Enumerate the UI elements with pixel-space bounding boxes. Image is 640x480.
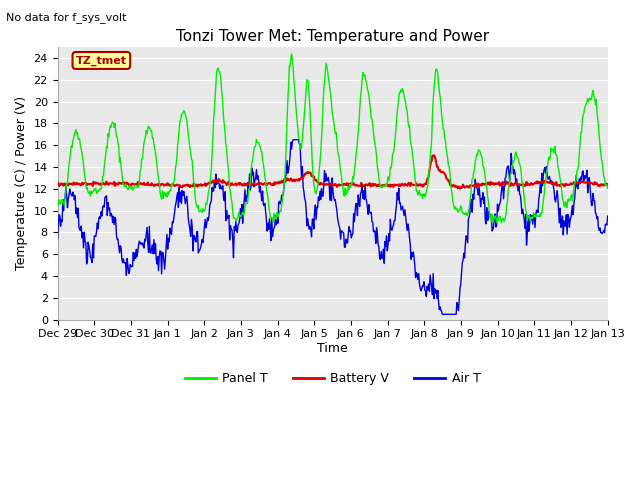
Panel T — [120, 182, 128, 188]
Air T — [400, 213, 408, 218]
Battery V — [456, 186, 464, 192]
Panel T — [288, 51, 296, 57]
Line: Battery V: Battery V — [58, 156, 607, 189]
Text: TZ_tmet: TZ_tmet — [76, 55, 127, 66]
Title: Tonzi Tower Met: Temperature and Power: Tonzi Tower Met: Temperature and Power — [176, 29, 489, 44]
Air T — [120, 259, 128, 265]
Air T — [205, 213, 213, 218]
Panel T — [497, 220, 505, 226]
Panel T — [176, 119, 184, 124]
Air T — [604, 213, 611, 219]
Line: Panel T: Panel T — [58, 54, 607, 223]
Legend: Panel T, Battery V, Air T: Panel T, Battery V, Air T — [180, 367, 486, 390]
Battery V — [430, 153, 438, 158]
Line: Air T: Air T — [58, 140, 607, 314]
Text: No data for f_sys_volt: No data for f_sys_volt — [6, 12, 127, 23]
Panel T — [205, 187, 213, 192]
Battery V — [63, 181, 71, 187]
Panel T — [63, 180, 71, 186]
Battery V — [415, 181, 423, 187]
Battery V — [205, 180, 213, 186]
Battery V — [120, 181, 128, 187]
Air T — [176, 199, 184, 205]
Air T — [417, 285, 424, 291]
Battery V — [176, 182, 184, 188]
Air T — [438, 312, 446, 317]
Air T — [289, 137, 297, 143]
Y-axis label: Temperature (C) / Power (V): Temperature (C) / Power (V) — [15, 96, 28, 270]
Battery V — [54, 181, 61, 187]
Panel T — [417, 192, 424, 198]
X-axis label: Time: Time — [317, 342, 348, 355]
Battery V — [399, 182, 407, 188]
Panel T — [54, 200, 61, 205]
Panel T — [604, 186, 611, 192]
Air T — [63, 205, 71, 211]
Battery V — [604, 182, 611, 188]
Panel T — [400, 93, 408, 98]
Air T — [54, 236, 61, 242]
